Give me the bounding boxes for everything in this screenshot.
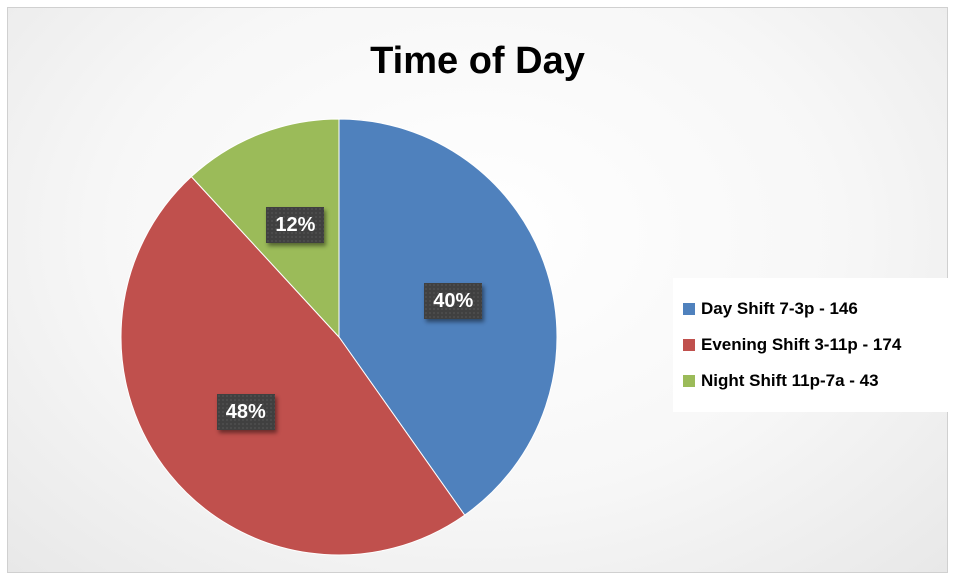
chart-area: Time of Day 40% 48% 12% Day Shift 7-3p - 1… (7, 7, 956, 573)
slice-evening-shift (120, 175, 466, 556)
legend-label: Night Shift 11p-7a - 43 (701, 371, 879, 390)
chart-title: Time of Day (370, 40, 585, 82)
legend-item: Day Shift 7-3p - 146 (683, 291, 956, 327)
data-label-night-shift: 12% (266, 207, 325, 244)
legend: Day Shift 7-3p - 146 Evening Shift 3-11p… (673, 278, 956, 412)
legend-swatch (683, 303, 695, 315)
legend-swatch (683, 375, 695, 387)
data-label-day-shift: 40% (424, 282, 483, 319)
data-label-evening-shift: 48% (216, 394, 275, 431)
legend-swatch (683, 339, 695, 351)
legend-item: Evening Shift 3-11p - 174 (683, 327, 956, 363)
slice-night-shift (190, 118, 340, 339)
legend-item: Night Shift 11p-7a - 43 (683, 363, 956, 399)
legend-label: Day Shift 7-3p - 146 (701, 299, 858, 318)
legend-label: Evening Shift 3-11p - 174 (701, 335, 902, 354)
